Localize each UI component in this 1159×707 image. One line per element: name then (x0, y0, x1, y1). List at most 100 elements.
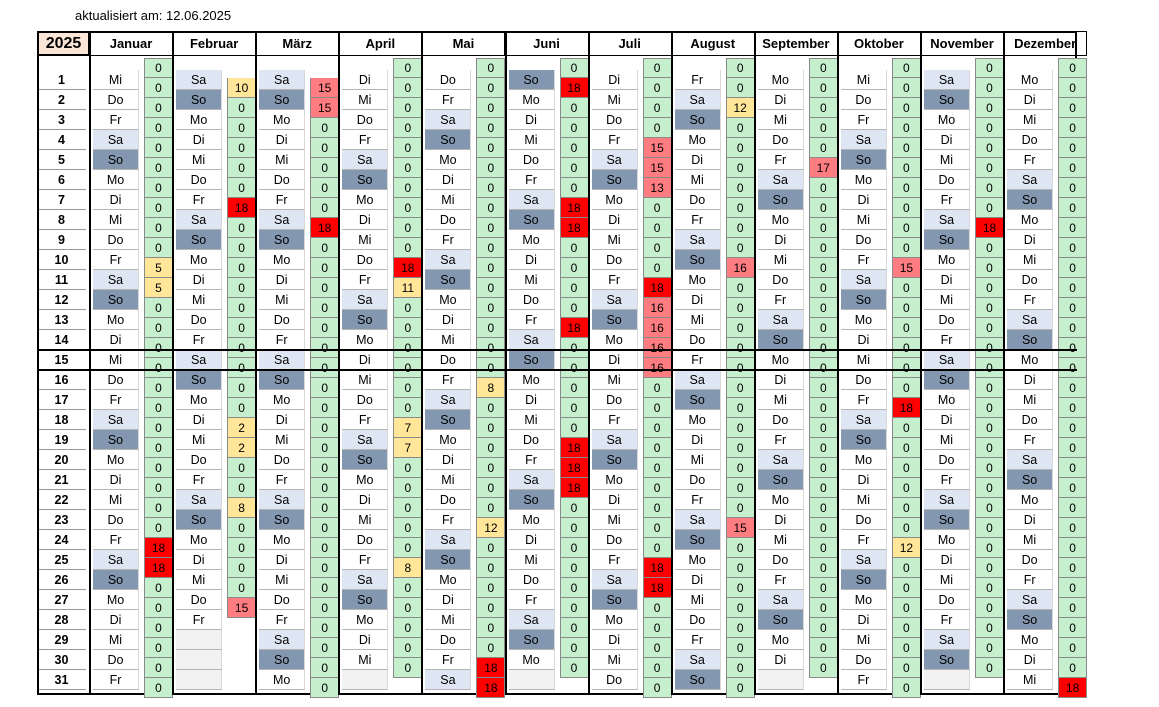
weekday-cell: Fr (425, 230, 472, 250)
weekday-cell: So (259, 370, 306, 390)
value-cell: 15 (310, 78, 340, 98)
value-cell: 0 (227, 98, 257, 118)
weekday-cell: Sa (259, 350, 306, 370)
weekday-cell: Mo (259, 390, 306, 410)
weekday-cell: Sa (259, 210, 306, 230)
value-cell: 0 (559, 358, 589, 378)
weekday-cell: Fr (425, 90, 472, 110)
weekday-cell: Do (591, 110, 638, 130)
weekday-cell: Sa (508, 190, 555, 210)
value-cell: 0 (808, 118, 838, 138)
value-cell: 0 (310, 418, 340, 438)
weekday-cell: So (93, 290, 139, 310)
value-cell: 0 (808, 218, 838, 238)
value-cell: 0 (808, 658, 838, 678)
value-cell: 0 (808, 518, 838, 538)
value-cell: 12 (891, 538, 921, 558)
value-cell: 0 (642, 238, 672, 258)
weekday-cell: Sa (259, 630, 306, 650)
weekday-cell: Di (508, 110, 555, 130)
value-cell: 0 (227, 358, 257, 378)
weekday-cell: Mi (508, 270, 555, 290)
weekday-cell: Do (591, 390, 638, 410)
value-cell: 0 (559, 278, 589, 298)
value-cell: 0 (227, 398, 257, 418)
value-cell: 0 (808, 418, 838, 438)
value-cell: 0 (808, 58, 838, 78)
weekday-cell: Mo (259, 110, 306, 130)
value-cell: 0 (891, 578, 921, 598)
value-cell: 0 (975, 238, 1004, 258)
value-cell: 0 (725, 58, 755, 78)
day-number: 24 (37, 530, 86, 550)
weekday-cell: Do (342, 530, 389, 550)
weekday-cell: Fr (840, 670, 887, 690)
value-cell: 0 (559, 558, 589, 578)
weekday-cell: Sa (93, 550, 139, 570)
value-cell: 0 (559, 378, 589, 398)
weekday-cell: Do (259, 590, 306, 610)
value-cell: 0 (642, 218, 672, 238)
weekday-cell: Mo (757, 70, 804, 90)
value-cell: 0 (891, 678, 921, 698)
value-cell: 0 (1058, 198, 1088, 218)
weekday-cell: Mi (425, 330, 472, 350)
value-cell: 0 (1058, 158, 1088, 178)
empty-cell (757, 670, 804, 690)
value-cell: 5 (144, 258, 173, 278)
weekday-cell: So (508, 350, 555, 370)
value-cell: 0 (227, 478, 257, 498)
weekday-cell: Mo (1007, 490, 1054, 510)
month-divider (338, 31, 341, 695)
value-cell: 0 (642, 498, 672, 518)
value-cell: 0 (144, 238, 173, 258)
weekday-cell: Do (259, 310, 306, 330)
weekday-cell: Mi (924, 150, 970, 170)
value-cell: 0 (476, 598, 506, 618)
weekday-cell: Do (176, 170, 223, 190)
weekday-cell: Sa (508, 470, 555, 490)
value-cell: 0 (1058, 598, 1088, 618)
value-cell: 15 (891, 258, 921, 278)
day-number: 4 (37, 130, 86, 150)
value-cell: 16 (725, 258, 755, 278)
weekday-cell: Do (1007, 130, 1054, 150)
weekday-cell: So (757, 330, 804, 350)
value-cell: 0 (725, 418, 755, 438)
month-header-8: August (671, 31, 755, 56)
empty-cell (508, 670, 555, 690)
weekday-cell: Mo (259, 250, 306, 270)
weekday-cell: Fr (757, 570, 804, 590)
weekday-cell: Sa (840, 130, 887, 150)
value-cell: 0 (310, 198, 340, 218)
value-cell: 0 (559, 578, 589, 598)
value-cell: 0 (642, 598, 672, 618)
value-cell: 0 (476, 238, 506, 258)
value-cell: 0 (808, 618, 838, 638)
value-cell: 15 (642, 158, 672, 178)
weekday-cell: Sa (924, 630, 970, 650)
value-cell: 0 (891, 378, 921, 398)
value-cell: 0 (310, 378, 340, 398)
value-cell: 0 (642, 518, 672, 538)
weekday-cell: So (924, 510, 970, 530)
value-cell: 0 (144, 338, 173, 358)
value-cell: 0 (393, 478, 423, 498)
weekday-cell: Sa (425, 110, 472, 130)
weekday-cell: Mo (342, 470, 389, 490)
weekday-cell: Mi (93, 70, 139, 90)
value-cell: 0 (227, 578, 257, 598)
value-cell: 0 (891, 278, 921, 298)
value-cell: 0 (725, 278, 755, 298)
weekday-cell: Sa (93, 410, 139, 430)
value-cell: 0 (559, 598, 589, 618)
weekday-cell: Mo (508, 230, 555, 250)
value-cell: 18 (642, 278, 672, 298)
weekday-cell: Di (508, 250, 555, 270)
value-cell: 0 (393, 178, 423, 198)
weekday-cell: Mi (591, 230, 638, 250)
weekday-cell: Mi (93, 630, 139, 650)
value-cell: 18 (310, 218, 340, 238)
value-cell: 0 (975, 178, 1004, 198)
weekday-cell: Do (425, 210, 472, 230)
